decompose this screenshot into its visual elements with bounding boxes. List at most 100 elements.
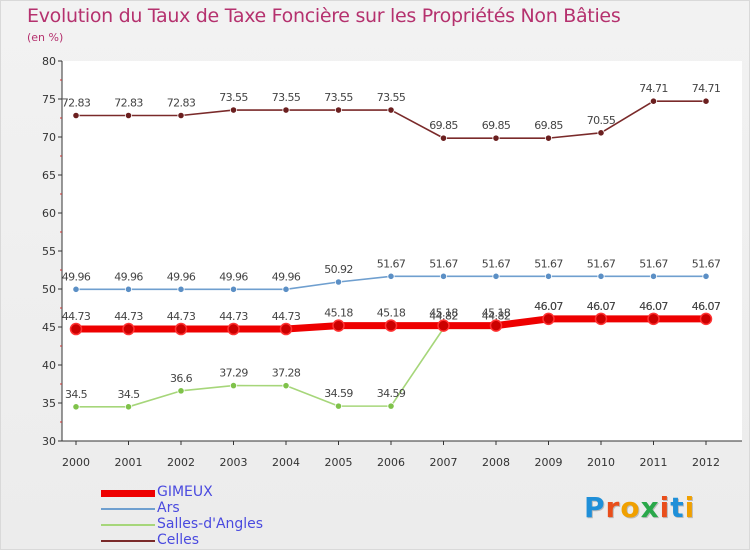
data-point [124, 403, 133, 411]
x-tick-label: 2008 [482, 456, 510, 469]
data-point [492, 134, 500, 142]
data-label: 74.71 [639, 82, 668, 95]
y-tick-label: 50 [42, 283, 56, 296]
data-point [649, 272, 658, 280]
data-point [122, 322, 135, 336]
data-point [124, 285, 133, 293]
legend-label: Ars [157, 500, 180, 516]
data-label: 37.28 [272, 367, 301, 380]
data-point [702, 97, 710, 105]
data-label: 69.85 [534, 119, 563, 132]
data-point [699, 312, 713, 326]
data-label: 34.59 [324, 387, 353, 400]
data-point [72, 403, 80, 411]
data-point [177, 111, 185, 120]
legend-label: Celles [157, 532, 200, 548]
data-label: 51.67 [429, 257, 458, 270]
data-point [544, 134, 553, 142]
data-label: 46.07 [534, 300, 563, 313]
data-point [492, 272, 500, 280]
data-label: 69.85 [482, 119, 511, 132]
logo-letter: o [620, 491, 641, 524]
data-point [489, 319, 503, 332]
data-label: 73.55 [324, 91, 353, 104]
y-tick-label: 60 [42, 207, 56, 220]
data-point [439, 134, 448, 142]
plot-area [62, 61, 742, 441]
x-tick-label: 2011 [640, 456, 668, 469]
legend-label: GIMEUX [157, 484, 213, 500]
logo-letter: i [684, 491, 696, 524]
logo-letter: t [670, 491, 685, 524]
data-point [334, 106, 343, 114]
data-label: 46.07 [639, 300, 668, 313]
data-point [282, 285, 290, 293]
data-label: 44.73 [114, 310, 143, 323]
y-tick-label: 30 [42, 435, 56, 448]
data-label: 73.55 [272, 91, 301, 104]
data-point [387, 402, 395, 410]
data-point [282, 106, 290, 114]
data-label: 49.96 [167, 270, 196, 283]
data-point [594, 312, 608, 326]
x-tick-label: 2003 [220, 456, 248, 469]
data-label: 50.92 [324, 263, 353, 276]
data-point [124, 111, 133, 120]
data-point [282, 382, 290, 390]
data-label: 34.5 [117, 388, 140, 401]
data-label: 36.6 [170, 372, 193, 385]
data-point [177, 285, 185, 293]
x-tick-label: 2004 [272, 456, 300, 469]
data-label: 49.96 [62, 270, 91, 283]
data-label: 34.59 [377, 387, 406, 400]
proxiti-logo: Proxiti [584, 491, 695, 524]
data-label: 51.67 [587, 257, 616, 270]
data-label: 45.18 [482, 307, 511, 320]
data-label: 51.67 [482, 257, 511, 270]
data-label: 49.96 [272, 270, 301, 283]
data-point [227, 322, 240, 336]
y-tick-label: 35 [42, 397, 56, 410]
logo-letter: r [605, 491, 621, 524]
x-tick-label: 2012 [692, 456, 720, 469]
y-tick-label: 70 [42, 131, 56, 144]
x-tick-label: 2002 [167, 456, 195, 469]
data-label: 70.55 [587, 114, 616, 127]
data-label: 49.96 [219, 270, 248, 283]
data-point [384, 319, 398, 332]
data-label: 45.18 [324, 307, 353, 320]
data-label: 72.83 [62, 96, 91, 109]
data-point [387, 106, 395, 114]
data-label: 44.73 [167, 310, 196, 323]
data-label: 44.73 [62, 310, 91, 323]
data-point [72, 111, 80, 120]
data-label: 46.07 [692, 300, 721, 313]
data-point [332, 319, 345, 332]
x-tick-label: 2009 [535, 456, 563, 469]
legend-label: Salles-d'Angles [157, 516, 264, 532]
x-tick-label: 2001 [115, 456, 143, 469]
data-point [702, 272, 710, 280]
data-label: 44.73 [219, 310, 248, 323]
data-point [597, 272, 605, 280]
data-point [229, 381, 238, 390]
data-label: 46.07 [587, 300, 616, 313]
data-point [649, 97, 658, 105]
data-label: 46.07 [639, 300, 668, 313]
legend-swatch [101, 540, 155, 542]
data-label: 44.82 [429, 309, 458, 322]
unit-label: (en %) [27, 31, 64, 44]
y-tick-label: 75 [42, 93, 56, 106]
legend-swatch [101, 524, 155, 526]
data-point [597, 129, 605, 137]
data-label: 46.07 [534, 300, 563, 313]
y-tick-label: 55 [42, 245, 56, 258]
data-label: 37.29 [219, 367, 248, 380]
data-label: 51.67 [692, 257, 721, 270]
data-point [279, 322, 293, 336]
x-tick-label: 2010 [587, 456, 615, 469]
legend-swatch [101, 508, 155, 510]
data-label: 72.83 [167, 96, 196, 109]
